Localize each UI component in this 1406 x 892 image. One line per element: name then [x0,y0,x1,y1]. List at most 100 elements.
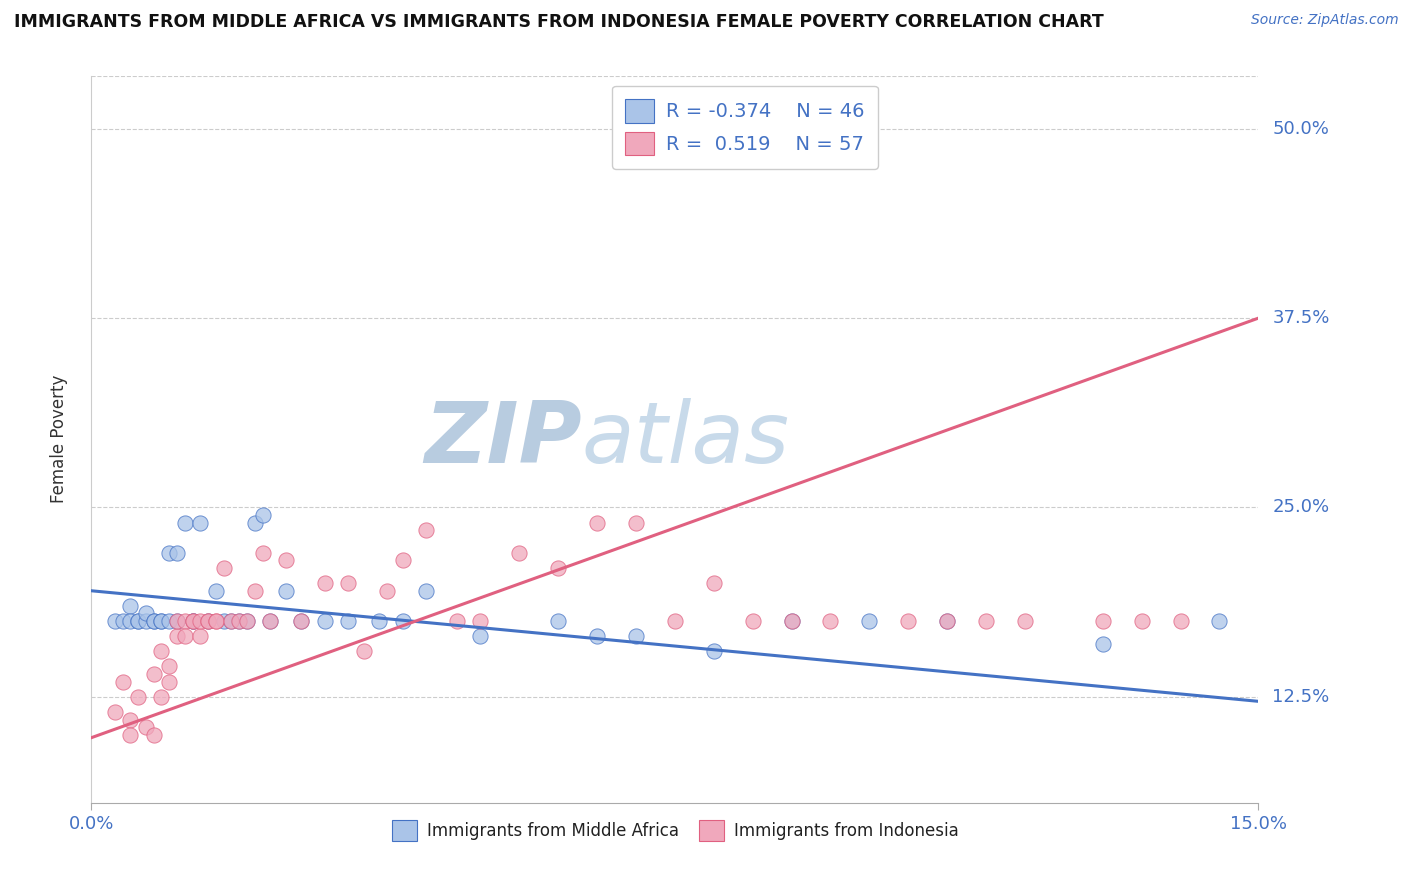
Point [290,614,312,628]
Point [197,614,219,628]
Point [780,614,803,628]
Point [243,516,266,530]
Point [243,583,266,598]
Point [166,614,188,628]
Point [228,614,250,628]
Point [205,614,228,628]
Point [212,561,235,575]
Text: 25.0%: 25.0% [1272,499,1330,516]
Point [353,644,375,658]
Point [375,583,398,598]
Point [135,614,157,628]
Point [368,614,391,628]
Point [820,614,842,628]
Point [470,614,492,628]
Point [150,614,173,628]
Point [120,614,142,628]
Point [252,508,274,522]
Point [1170,614,1192,628]
Point [135,720,157,734]
Text: IMMIGRANTS FROM MIDDLE AFRICA VS IMMIGRANTS FROM INDONESIA FEMALE POVERTY CORREL: IMMIGRANTS FROM MIDDLE AFRICA VS IMMIGRA… [14,13,1104,31]
Point [181,614,204,628]
Point [188,614,211,628]
Point [290,614,312,628]
Point [236,614,259,628]
Point [415,523,437,537]
Point [120,728,142,742]
Point [181,614,204,628]
Point [181,614,204,628]
Point [741,614,763,628]
Point [314,576,336,591]
Point [212,614,235,628]
Point [142,667,165,681]
Point [221,614,243,628]
Point [142,728,165,742]
Point [120,713,142,727]
Point [228,614,250,628]
Point [173,629,195,643]
Point [157,674,180,689]
Point [150,614,173,628]
Point [127,614,149,628]
Point [415,583,437,598]
Point [181,614,204,628]
Point [391,614,413,628]
Point [166,629,188,643]
Point [470,629,492,643]
Point [624,629,647,643]
Point [150,690,173,704]
Point [104,614,127,628]
Point [703,576,725,591]
Point [157,659,180,673]
Text: atlas: atlas [582,398,790,481]
Point [897,614,920,628]
Point [197,614,219,628]
Point [1091,614,1114,628]
Point [157,614,180,628]
Point [111,614,134,628]
Point [1091,637,1114,651]
Legend: Immigrants from Middle Africa, Immigrants from Indonesia: Immigrants from Middle Africa, Immigrant… [384,812,966,849]
Point [236,614,259,628]
Point [1208,614,1230,628]
Text: ZIP: ZIP [423,398,582,481]
Point [586,629,609,643]
Point [205,614,228,628]
Point [150,644,173,658]
Point [1130,614,1153,628]
Point [111,674,134,689]
Point [703,644,725,658]
Point [391,553,413,567]
Point [252,546,274,560]
Point [446,614,468,628]
Point [974,614,997,628]
Point [664,614,686,628]
Point [166,614,188,628]
Point [259,614,281,628]
Point [508,546,530,560]
Point [127,690,149,704]
Point [142,614,165,628]
Point [858,614,880,628]
Text: 37.5%: 37.5% [1272,310,1330,327]
Point [166,546,188,560]
Point [197,614,219,628]
Point [259,614,281,628]
Text: Source: ZipAtlas.com: Source: ZipAtlas.com [1251,13,1399,28]
Point [221,614,243,628]
Text: 12.5%: 12.5% [1272,688,1330,706]
Point [337,576,360,591]
Point [274,583,297,598]
Point [142,614,165,628]
Point [547,614,569,628]
Point [173,614,195,628]
Point [188,516,211,530]
Point [157,546,180,560]
Y-axis label: Female Poverty: Female Poverty [51,376,69,503]
Point [1014,614,1036,628]
Point [173,516,195,530]
Point [624,516,647,530]
Point [274,553,297,567]
Point [188,629,211,643]
